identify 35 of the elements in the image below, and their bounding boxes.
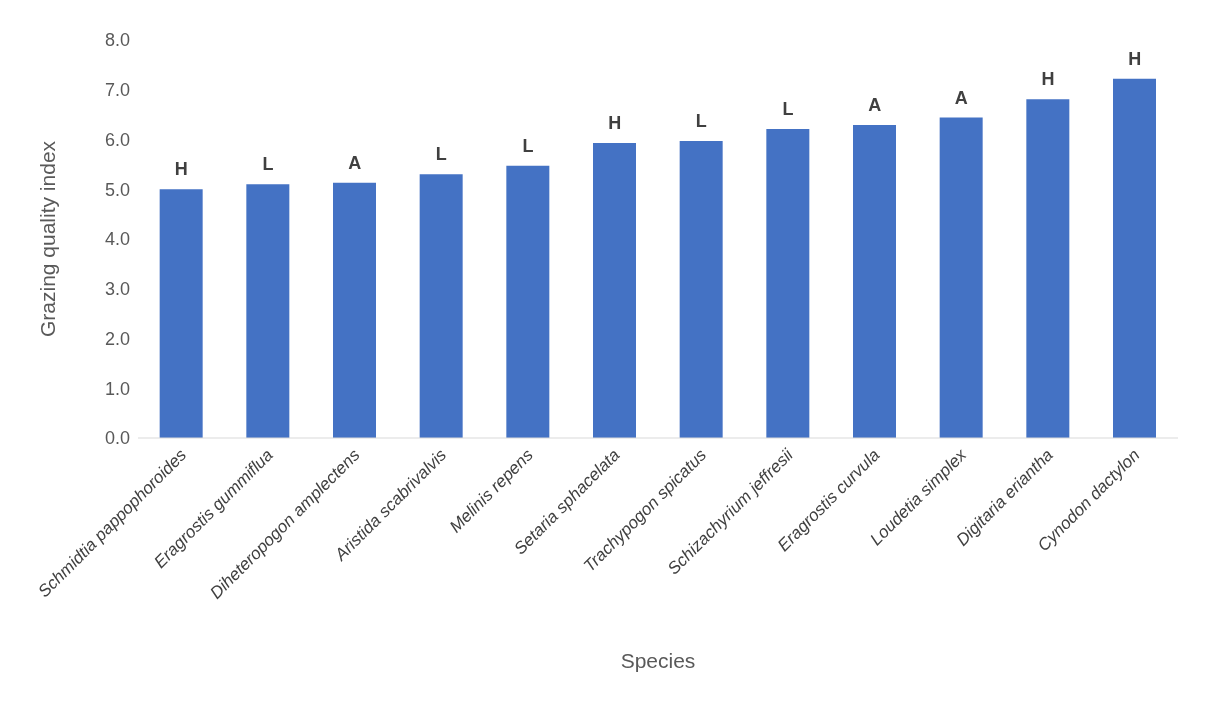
bar bbox=[506, 165, 550, 438]
annotation: H bbox=[1128, 48, 1142, 69]
bar bbox=[333, 182, 376, 438]
y-tick-label: 0.0 bbox=[104, 428, 130, 449]
annotation: H bbox=[608, 112, 622, 133]
bar bbox=[766, 129, 810, 438]
bar bbox=[159, 189, 203, 438]
annotation: L bbox=[695, 110, 707, 131]
x-axis-title: Species bbox=[620, 649, 696, 672]
annotation: L bbox=[522, 135, 534, 156]
bar bbox=[679, 140, 723, 438]
annotation: A bbox=[868, 95, 882, 116]
annotation: H bbox=[1041, 69, 1055, 90]
annotation: L bbox=[435, 144, 447, 165]
y-tick-label: 2.0 bbox=[104, 328, 130, 349]
y-axis-title: Grazing quality index bbox=[36, 140, 60, 338]
bar bbox=[419, 174, 463, 438]
y-tick-label: 7.0 bbox=[104, 80, 130, 101]
y-tick-label: 3.0 bbox=[104, 279, 130, 300]
bar bbox=[1026, 99, 1070, 438]
bar bbox=[593, 142, 636, 438]
bar bbox=[1113, 78, 1156, 438]
annotation: A bbox=[348, 152, 362, 173]
y-tick-label: 8.0 bbox=[104, 30, 130, 51]
y-tick-label: 5.0 bbox=[104, 179, 130, 200]
bar bbox=[939, 117, 983, 438]
y-tick-label: 1.0 bbox=[104, 378, 130, 399]
annotation: L bbox=[262, 154, 274, 175]
annotation: A bbox=[954, 87, 968, 108]
annotation: H bbox=[174, 159, 188, 180]
bar bbox=[246, 184, 290, 438]
y-tick-label: 6.0 bbox=[104, 129, 130, 150]
annotation: L bbox=[782, 99, 794, 120]
y-tick-label: 4.0 bbox=[104, 229, 130, 250]
bar bbox=[853, 125, 896, 438]
